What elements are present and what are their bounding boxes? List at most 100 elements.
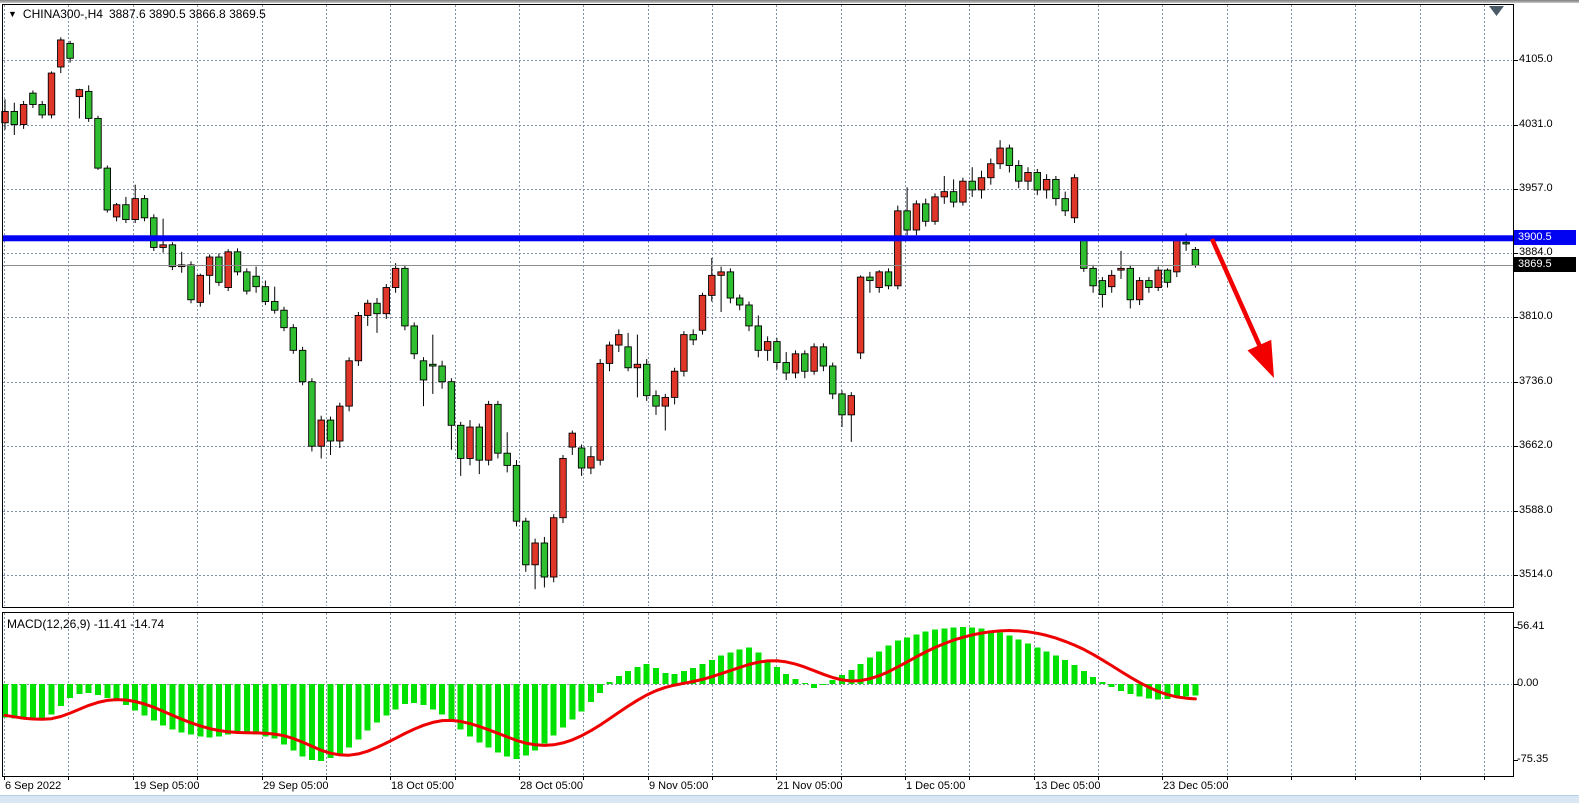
macd-histogram-bar (1173, 684, 1180, 699)
blue-hline[interactable] (2, 235, 1513, 242)
macd-histogram-bar (950, 627, 957, 684)
candle-body (196, 274, 205, 303)
macd-histogram-bar (299, 684, 306, 757)
macd-histogram-bar (560, 684, 566, 728)
macd-histogram-bar (215, 684, 222, 737)
candle-body (1163, 269, 1172, 283)
macd-histogram-bar (281, 684, 287, 745)
macd-histogram-bar (1025, 643, 1031, 684)
quote-ohlc-values: 3887.6 3890.5 3866.8 3869.5 (108, 7, 266, 21)
candle-body (1070, 177, 1079, 219)
macd-histogram-bar (513, 684, 520, 759)
candle-body (1145, 280, 1153, 289)
macd-histogram-bar (969, 627, 976, 684)
candle-body (512, 464, 521, 522)
time-axis-label: 21 Nov 05:00 (777, 780, 843, 792)
candle-body (726, 271, 735, 299)
candle-body (1173, 240, 1181, 273)
candle-body (661, 396, 669, 407)
candle-body (1005, 147, 1014, 166)
macd-histogram-bar (615, 675, 622, 684)
macd-histogram-bar (764, 659, 771, 684)
candle-body (447, 381, 456, 426)
macd-histogram-bar (522, 684, 529, 756)
macd-histogram-bar (1006, 635, 1013, 684)
time-axis-label: 23 Dec 05:00 (1163, 780, 1229, 792)
trend-arrow-head[interactable] (1247, 339, 1274, 378)
time-axis-label: 6 Sep 2022 (5, 780, 62, 792)
candle-body (84, 90, 93, 119)
candle-body (708, 274, 716, 296)
macd-histogram-bar (718, 655, 725, 684)
hline-price-badge: 3900.5 (1514, 230, 1576, 245)
macd-histogram-bar (987, 630, 994, 684)
macd-histogram-bar (829, 679, 836, 684)
candle-body (680, 334, 688, 372)
macd-histogram-bar (578, 684, 585, 712)
candle-body (140, 198, 149, 219)
macd-histogram-bar (383, 684, 390, 716)
time-axis-label: 9 Nov 05:00 (649, 780, 709, 792)
candle-body (168, 244, 177, 268)
candle-body (596, 362, 604, 461)
candle-body (884, 271, 893, 287)
macd-histogram-bar (1052, 655, 1059, 684)
candle-body (838, 393, 846, 416)
macd-histogram-bar (1099, 681, 1106, 684)
candle-body (47, 72, 56, 116)
macd-histogram-bar (29, 684, 36, 720)
macd-histogram-bar (476, 684, 483, 743)
candle-body (94, 117, 102, 169)
candle-body (103, 167, 112, 211)
candle-body (977, 177, 986, 191)
macd-histogram-bar (1080, 670, 1087, 684)
last-price-badge: 3869.5 (1514, 257, 1576, 272)
macd-histogram-bar (941, 628, 948, 684)
candle-body (782, 362, 790, 374)
candle-body (457, 424, 465, 459)
candle-body (698, 294, 707, 331)
candle-body (75, 89, 84, 98)
macd-histogram-bar (57, 684, 64, 707)
candle-body (689, 334, 697, 341)
chevron-down-icon: ▼ (8, 9, 17, 19)
macd-histogram-bar (39, 684, 46, 719)
symbol-quote-header: ▼ CHINA300-,H4 3887.6 3890.5 3866.8 3869… (8, 7, 266, 21)
candle-body (903, 210, 911, 231)
candle-body (131, 198, 139, 220)
candle-body (19, 104, 28, 125)
candle-body (605, 344, 614, 364)
candle-body (38, 104, 46, 116)
trend-arrow-shaft[interactable] (1209, 238, 1264, 352)
macd-histogram-bar (848, 669, 855, 684)
macd-histogram-bar (866, 657, 873, 684)
macd-histogram-bar (308, 684, 315, 760)
candle-body (987, 163, 995, 179)
macd-histogram-bar (439, 684, 446, 715)
chart-shift-marker (1489, 6, 1504, 16)
macd-histogram-bar (597, 684, 604, 694)
candle-body (438, 365, 446, 383)
candle-body (670, 370, 679, 398)
candle-body (624, 346, 632, 369)
macd-histogram-bar (113, 684, 120, 702)
macd-histogram-bar (355, 684, 362, 740)
macd-histogram-bar (20, 684, 27, 720)
candle-body (10, 110, 19, 125)
candle-body (819, 346, 828, 367)
macd-histogram-bar (1108, 684, 1115, 688)
candle-body (391, 267, 400, 289)
macd-histogram-bar (699, 663, 706, 684)
macd-histogram-bar (820, 684, 827, 686)
macd-histogram-bar (271, 684, 278, 739)
macd-histogram-bar (48, 684, 55, 715)
macd-histogram-bar (773, 666, 780, 684)
candle-body (754, 325, 762, 351)
macd-histogram-bar (876, 651, 883, 684)
candle-body (1191, 249, 1200, 266)
candle-body (429, 363, 437, 367)
candle-body (791, 353, 800, 374)
candle-body (1182, 241, 1190, 245)
macd-histogram-bar (11, 684, 18, 719)
